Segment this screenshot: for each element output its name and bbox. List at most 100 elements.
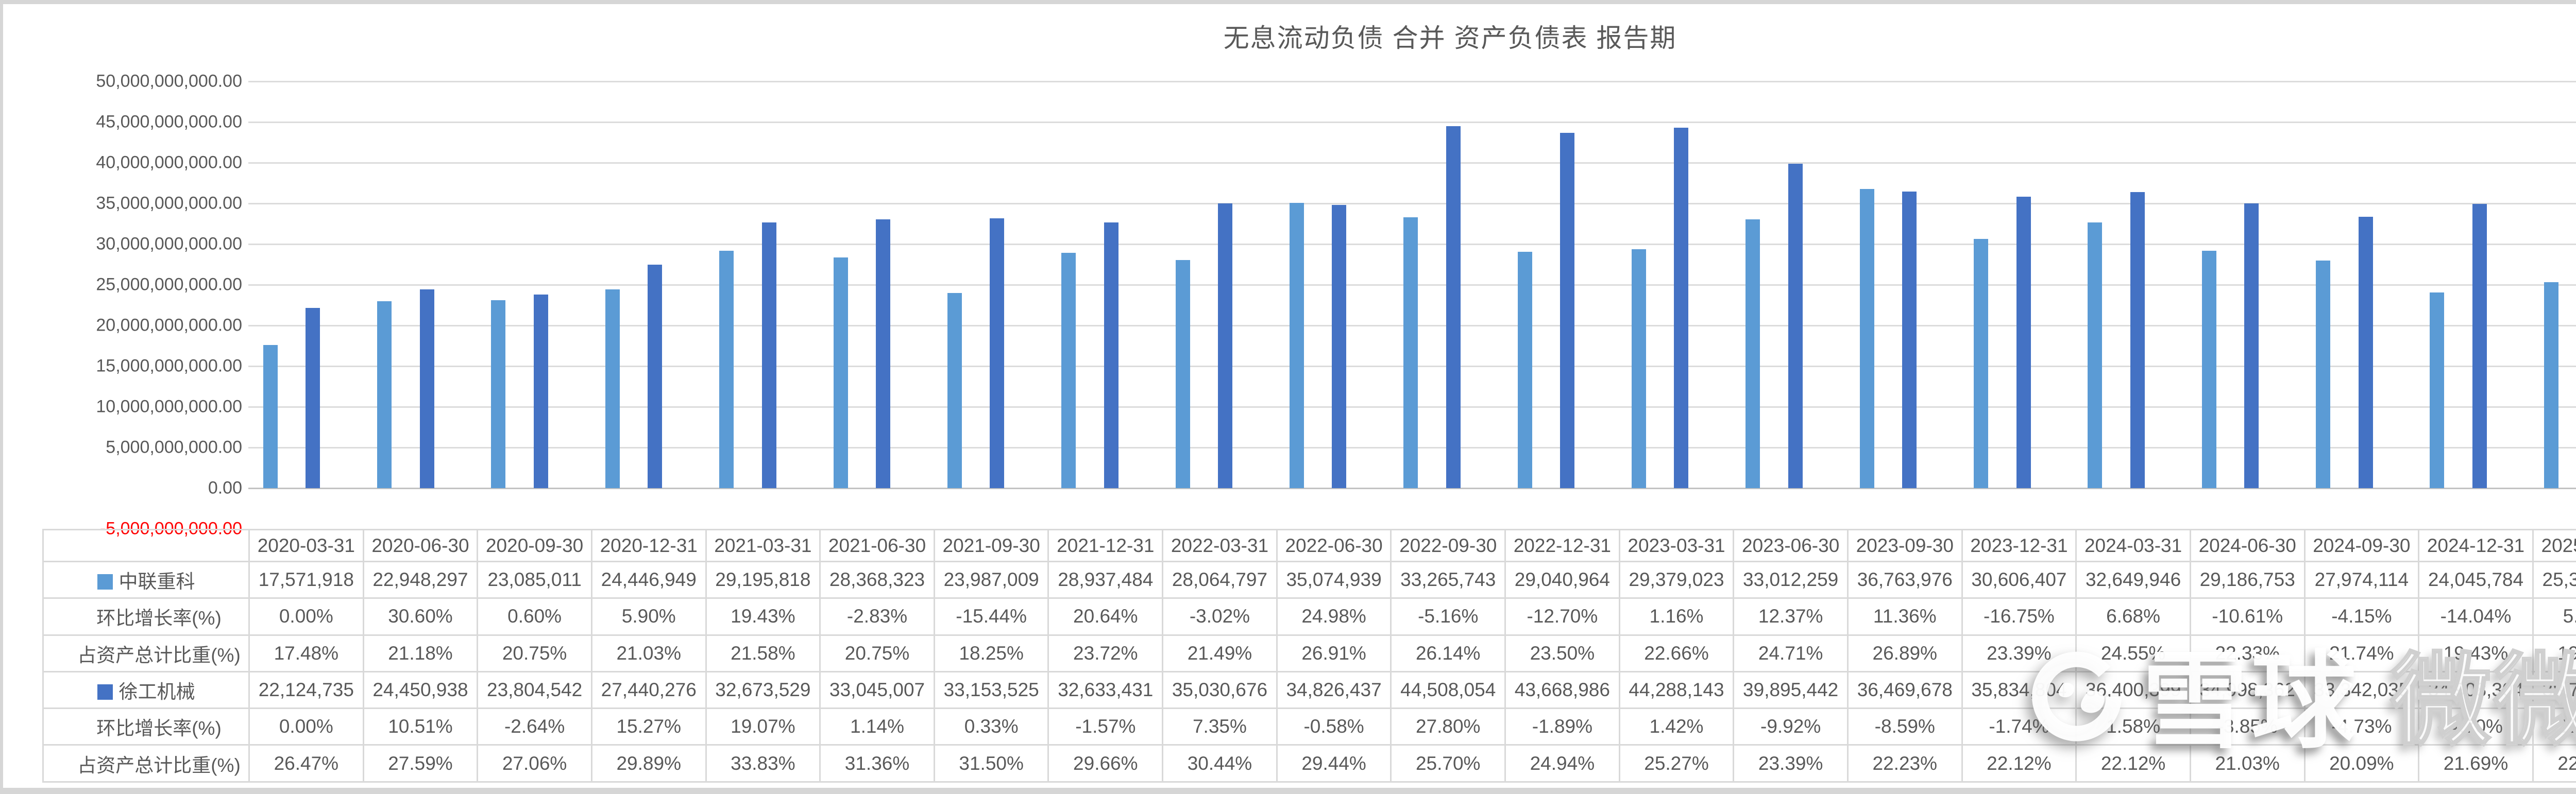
table-cell: 1.14% [819, 707, 935, 746]
window-edge-top [0, 0, 2576, 4]
table-date-header: 2022-03-31 [1162, 529, 1278, 562]
table-cell: 6.68% [2075, 597, 2191, 636]
table-date-header: 2024-06-30 [2189, 529, 2306, 562]
table-cell: 29,379,023 [1618, 560, 1735, 599]
table-cell: 32,673,529 [705, 670, 821, 710]
bar-徐工机械-2022-09-30 [1446, 126, 1461, 488]
bar-中联重科-2023-12-31 [1974, 239, 1988, 488]
table-date-header: 2021-09-30 [933, 529, 1049, 562]
table-cell: 17,571,918 [248, 560, 364, 599]
table-cell: 36,400,399 [2075, 670, 2191, 710]
bar-徐工机械-2020-03-31 [306, 308, 320, 488]
table-cell: -16.75% [1961, 597, 2077, 636]
table-cell: 11.36% [1846, 597, 1963, 636]
bar-徐工机械-2020-06-30 [419, 289, 434, 488]
table-cell: 29.66% [1047, 744, 1164, 783]
table-cell: 23.50% [1504, 634, 1620, 672]
table-cell: 24.71% [1733, 634, 1849, 672]
row-label-series-徐工机械: 徐工机械 [42, 670, 250, 710]
table-date-header: 2025-03-31 [2532, 529, 2576, 562]
table-cell: 25,338,444 [2532, 560, 2576, 599]
row-label-text: 环比增长率(%) [96, 718, 222, 739]
table-cell: 20.75% [819, 634, 935, 672]
table-cell: 43,668,986 [1504, 670, 1620, 710]
table-date-header: 2024-12-31 [2418, 529, 2534, 562]
y-axis-tick-label: 20,000,000,000.00 [96, 315, 242, 335]
table-cell: 33,012,259 [1733, 560, 1849, 599]
table-cell: 1.58% [2075, 707, 2191, 746]
table-date-header: 2022-12-31 [1504, 529, 1620, 562]
bar-中联重科-2022-03-31 [1175, 260, 1190, 488]
row-label-text: 占资产总计比重(%) [77, 644, 241, 666]
table-cell: -0.58% [1276, 707, 1392, 746]
chart-title: 无息流动负债 合并 资产负债表 报告期 [1223, 24, 1677, 53]
table-date-header: 2020-12-31 [590, 529, 707, 562]
table-cell: 26.89% [1846, 634, 1963, 672]
table-cell: 21.18% [362, 634, 479, 672]
table-cell: -12.70% [1504, 597, 1620, 636]
table-date-header: 2023-06-30 [1733, 529, 1849, 562]
y-axis-tick-label: 15,000,000,000.00 [96, 356, 242, 376]
bar-徐工机械-2020-12-31 [648, 265, 663, 488]
table-cell: 24,450,938 [362, 670, 479, 710]
table-cell: -15.44% [933, 597, 1049, 636]
table-cell: 28,064,797 [1162, 560, 1278, 599]
row-label-text: 中联重科 [118, 571, 195, 593]
table-cell: 11.08% [2532, 707, 2576, 746]
y-axis-tick-label: 30,000,000,000.00 [96, 234, 242, 254]
x-axis-zero-line [248, 487, 2576, 489]
table-cell: 22.23% [1846, 744, 1963, 783]
table-cell: 20.09% [2303, 744, 2420, 783]
table-cell: -4.73% [2303, 707, 2420, 746]
row-label-metric: 环比增长率(%) [42, 707, 250, 746]
table-cell: 24.94% [1504, 744, 1620, 783]
table-cell: 39,895,442 [1733, 670, 1849, 710]
table-cell: 27.59% [362, 744, 479, 783]
table-date-header: 2024-03-31 [2075, 529, 2191, 562]
table-cell: 0.00% [248, 597, 364, 636]
bar-徐工机械-2022-06-30 [1332, 204, 1347, 488]
row-label-metric: 占资产总计比重(%) [42, 744, 250, 783]
row-label-text: 占资产总计比重(%) [77, 754, 241, 776]
table-cell: 27.06% [477, 744, 592, 783]
table-cell: 21.74% [2303, 634, 2420, 672]
table-date-header: 2023-09-30 [1846, 529, 1963, 562]
bar-徐工机械-2021-12-31 [1104, 222, 1118, 488]
bar-中联重科-2022-09-30 [1403, 217, 1418, 488]
row-label-metric: 占资产总计比重(%) [42, 634, 250, 672]
table-cell: 23.39% [1733, 744, 1849, 783]
table-cell: 19.07% [705, 707, 821, 746]
table-cell: 20.75% [477, 634, 592, 672]
table-cell: -8.59% [1846, 707, 1963, 746]
table-cell: 22.66% [1618, 634, 1735, 672]
window-edge-left [0, 0, 3, 794]
table-cell: 33,045,007 [819, 670, 935, 710]
y-axis-tick-label: 50,000,000,000.00 [96, 71, 242, 91]
table-cell: -10.61% [2189, 597, 2306, 636]
table-cell: 21.03% [590, 634, 707, 672]
table-cell: 32,633,431 [1047, 670, 1164, 710]
table-cell: 23.39% [1961, 634, 2077, 672]
table-cell: 19.43% [705, 597, 821, 636]
table-cell: 26.14% [1390, 634, 1506, 672]
table-cell: 19.52% [2532, 634, 2576, 672]
row-label-text: 环比增长率(%) [96, 608, 222, 629]
table-cell: 29,040,964 [1504, 560, 1620, 599]
table-cell: 0.00% [248, 707, 364, 746]
table-cell: 21.69% [2418, 744, 2534, 783]
table-date-header: 2021-12-31 [1047, 529, 1164, 562]
bar-徐工机械-2021-06-30 [876, 219, 890, 488]
table-cell: 29.89% [590, 744, 707, 783]
table-cell: 4.70% [2418, 707, 2534, 746]
table-cell: 23,804,542 [477, 670, 592, 710]
bar-中联重科-2022-06-30 [1289, 202, 1304, 488]
table-cell: 24,045,784 [2418, 560, 2534, 599]
table-cell: 29,186,753 [2189, 560, 2306, 599]
bar-中联重科-2024-09-30 [2316, 261, 2331, 488]
table-cell: -3.02% [1162, 597, 1278, 636]
y-axis-tick-label: 5,000,000,000.00 [106, 437, 242, 457]
table-cell: 25.70% [1390, 744, 1506, 783]
table-cell: 23.72% [1047, 634, 1164, 672]
table-cell: 19.43% [2418, 634, 2534, 672]
table-date-header: 2024-09-30 [2303, 529, 2420, 562]
